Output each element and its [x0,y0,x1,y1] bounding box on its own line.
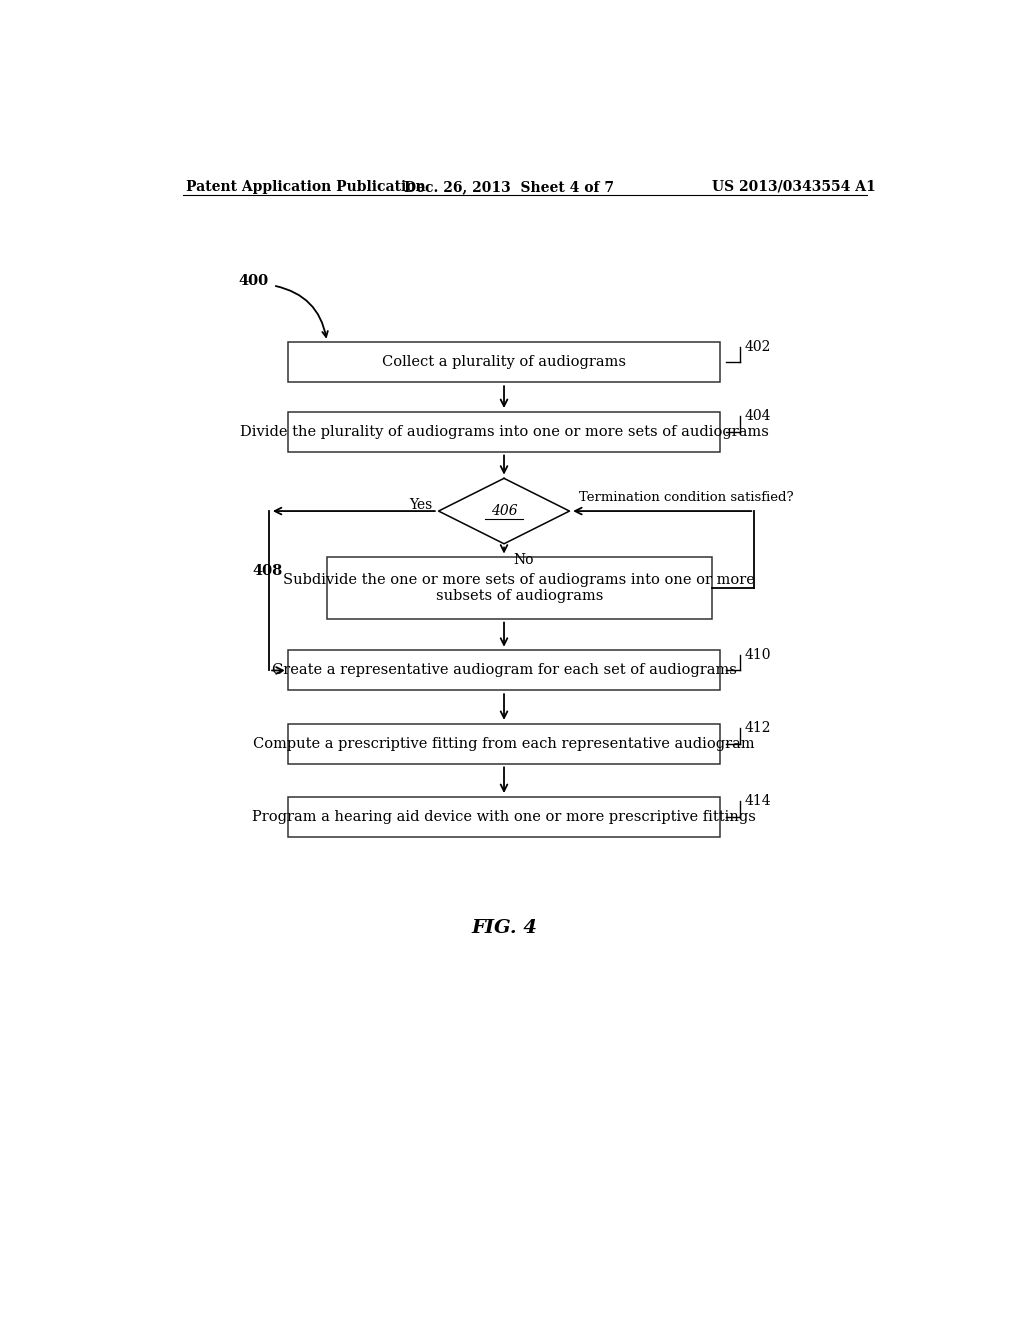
Bar [289,651,720,690]
Text: Compute a prescriptive fitting from each representative audiogram: Compute a prescriptive fitting from each… [253,737,755,751]
Bar [327,557,712,619]
Bar [289,412,720,451]
Text: Program a hearing aid device with one or more prescriptive fittings: Program a hearing aid device with one or… [252,809,756,824]
Text: Patent Application Publication: Patent Application Publication [186,180,426,194]
Text: 406: 406 [490,504,517,517]
Text: 412: 412 [744,721,771,735]
Text: 414: 414 [744,795,771,808]
Text: Dec. 26, 2013  Sheet 4 of 7: Dec. 26, 2013 Sheet 4 of 7 [403,180,614,194]
Text: Collect a plurality of audiograms: Collect a plurality of audiograms [382,355,626,370]
Text: Create a representative audiogram for each set of audiograms: Create a representative audiogram for ea… [271,664,736,677]
Text: 410: 410 [744,648,771,663]
Text: FIG. 4: FIG. 4 [471,920,537,937]
Text: Yes: Yes [410,498,432,512]
Text: 404: 404 [744,409,771,424]
Bar [289,797,720,837]
Text: US 2013/0343554 A1: US 2013/0343554 A1 [712,180,876,194]
Bar [289,342,720,383]
Text: 402: 402 [744,341,771,354]
Text: Divide the plurality of audiograms into one or more sets of audiograms: Divide the plurality of audiograms into … [240,425,768,438]
Text: 408: 408 [252,564,283,578]
Text: 400: 400 [239,275,268,288]
Text: Termination condition satisfied?: Termination condition satisfied? [579,491,794,504]
Text: No: No [513,553,534,568]
Bar [289,723,720,763]
Text: Subdivide the one or more sets of audiograms into one or more
subsets of audiogr: Subdivide the one or more sets of audiog… [284,573,756,603]
